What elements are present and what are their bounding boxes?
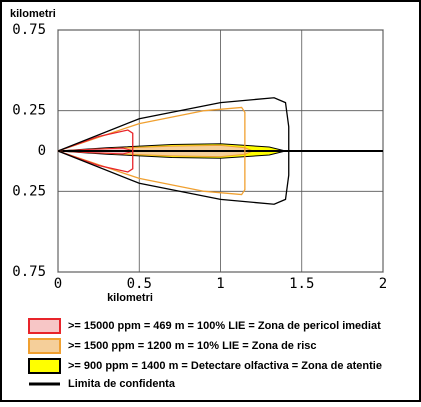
confidence-outline [57, 129, 134, 173]
x-axis-label: kilometri [107, 292, 153, 304]
x-tick-label: 0 [54, 276, 62, 292]
legend-label: >= 900 ppm = 1400 m = Detectare olfactiv… [68, 360, 382, 372]
legend-label: >= 1500 ppm = 1200 m = 10% LIE = Zona de… [68, 340, 317, 352]
x-tick-label: 0.5 [127, 276, 152, 292]
legend-swatch [28, 318, 61, 334]
y-tick-label: 0.75 [12, 22, 46, 38]
x-tick-label: 2 [379, 276, 387, 292]
confidence-outline [57, 106, 246, 196]
legend-swatch [28, 338, 61, 354]
confidence-outline [57, 97, 290, 205]
legend-swatch [28, 358, 61, 374]
y-tick-label: 0.75 [12, 264, 46, 280]
y-axis-label: kilometri [10, 8, 56, 20]
legend-label: >= 15000 ppm = 469 m = 100% LIE = Zona d… [68, 320, 381, 332]
x-tick-label: 1.5 [289, 276, 314, 292]
y-tick-label: 0.25 [12, 103, 46, 119]
y-tick-label: 0.25 [12, 183, 46, 199]
x-tick-label: 1 [216, 276, 224, 292]
legend-label: Limita de confidenta [68, 378, 176, 390]
y-tick-label: 0 [38, 143, 46, 159]
